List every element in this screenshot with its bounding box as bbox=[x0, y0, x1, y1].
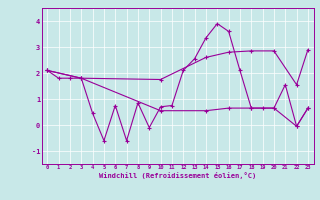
X-axis label: Windchill (Refroidissement éolien,°C): Windchill (Refroidissement éolien,°C) bbox=[99, 172, 256, 179]
